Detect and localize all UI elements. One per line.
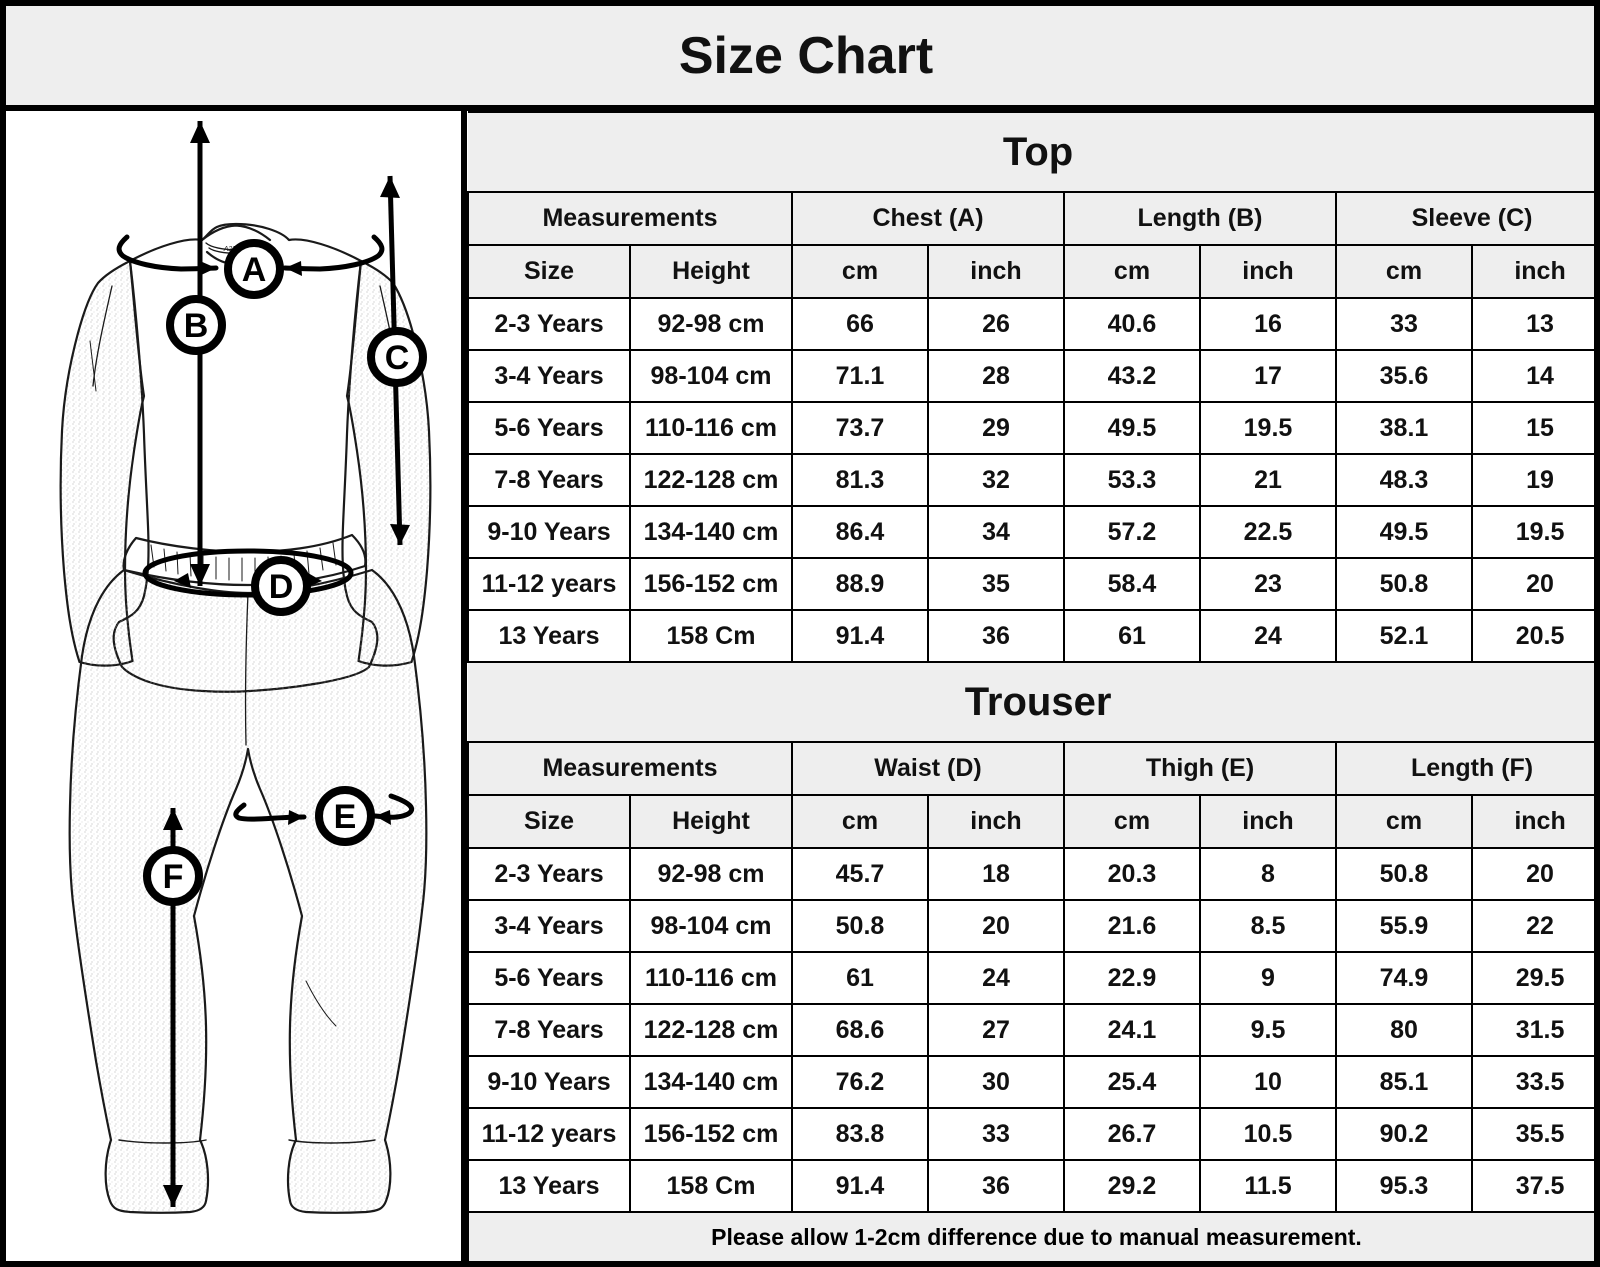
svg-text:D: D — [269, 568, 294, 606]
svg-text:F: F — [163, 858, 184, 896]
svg-text:B: B — [184, 307, 209, 345]
svg-text:A: A — [242, 251, 267, 289]
svg-text:E: E — [334, 798, 357, 836]
svg-text:C: C — [385, 339, 410, 377]
